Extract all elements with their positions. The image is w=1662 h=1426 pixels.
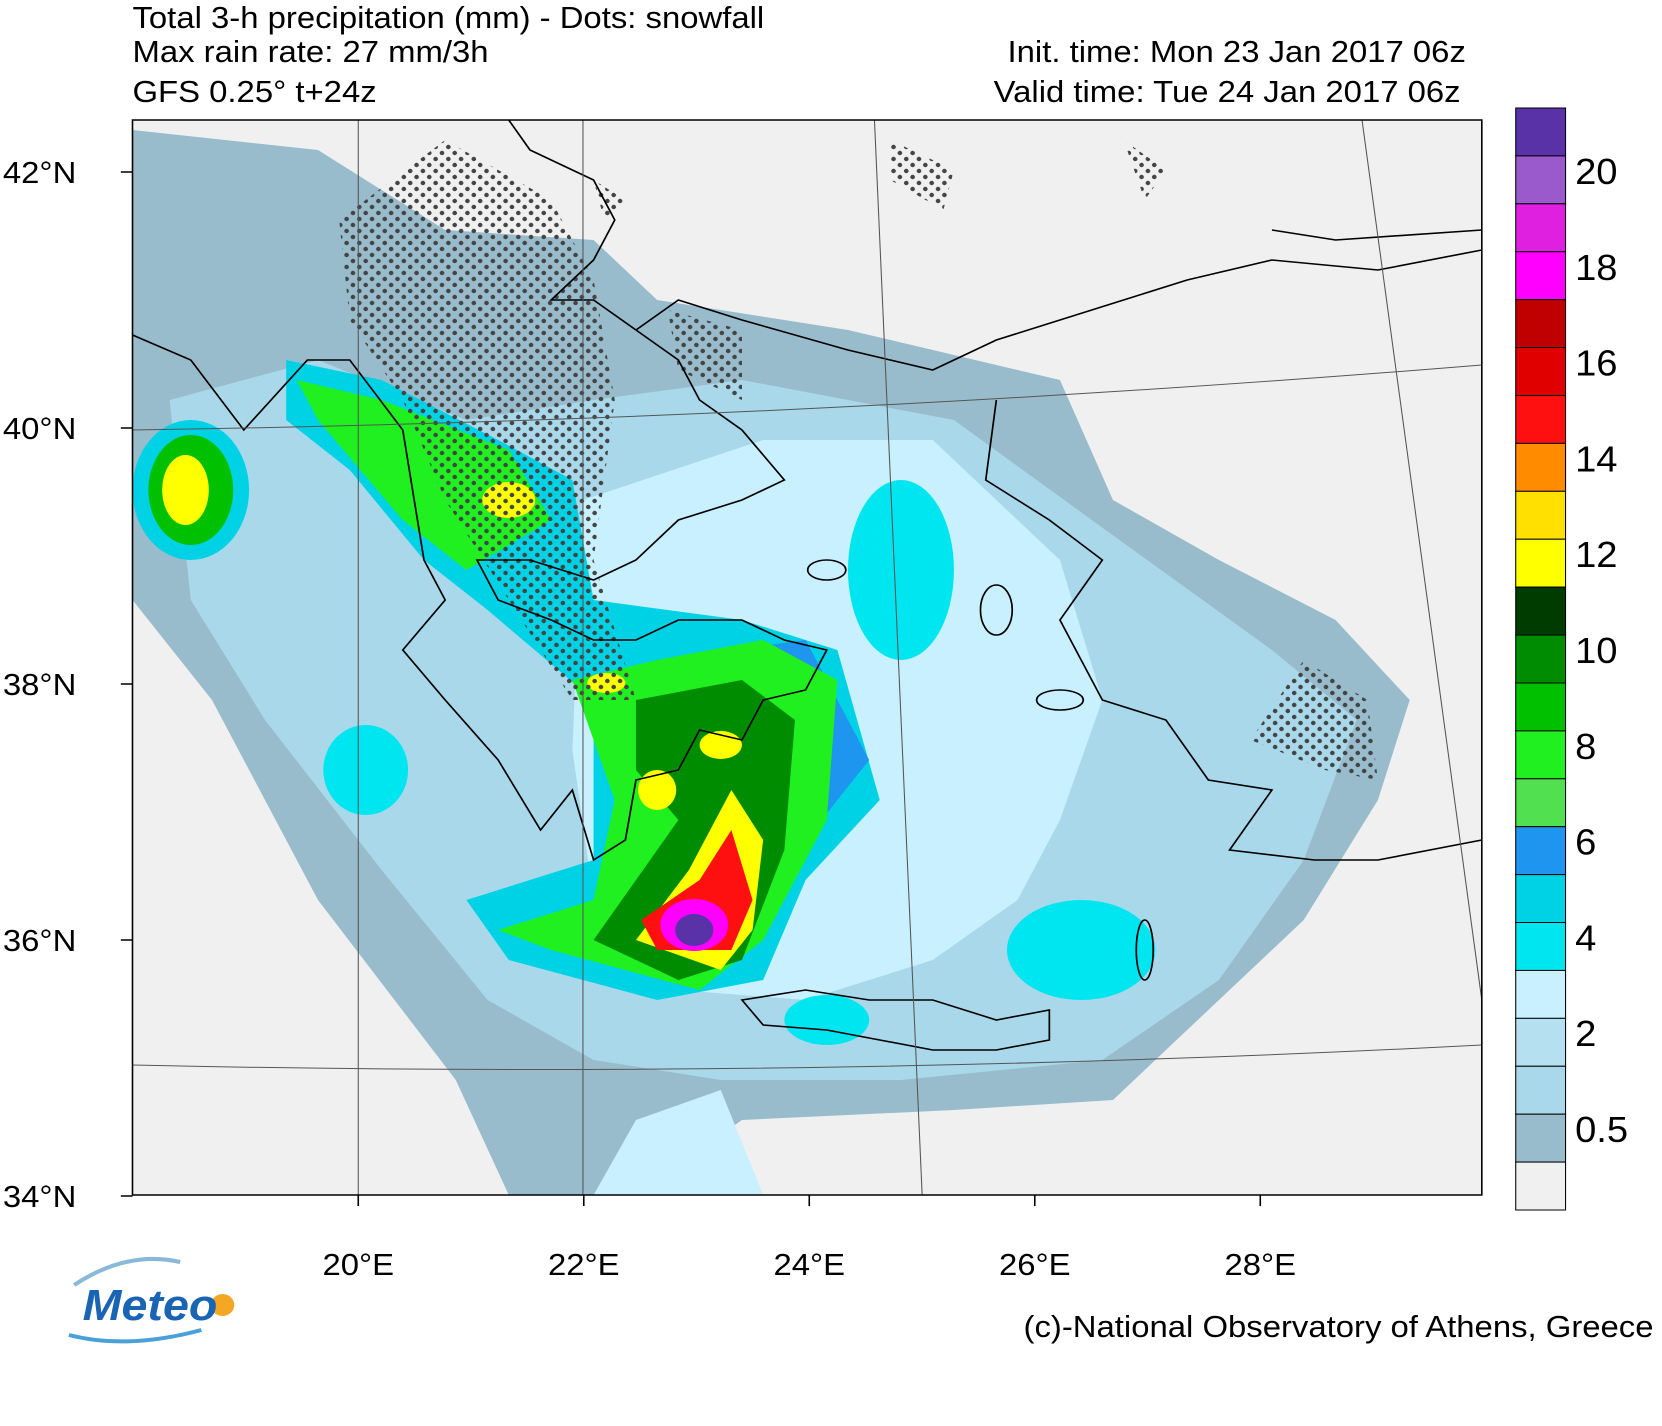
colorbar-box (1515, 251, 1567, 301)
colorbar-box (1515, 155, 1567, 205)
colorbar-box (1515, 778, 1567, 828)
colorbar-box (1515, 682, 1567, 732)
lon-label: 20°E (322, 1247, 394, 1282)
colorbar-box (1515, 490, 1567, 540)
colorbar-box (1515, 634, 1567, 684)
lat-label: 40°N (3, 411, 76, 446)
colorbar-box (1515, 1161, 1567, 1211)
colorbar-box (1515, 874, 1567, 924)
lon-label: 28°E (1224, 1247, 1296, 1282)
colorbar-box (1515, 1065, 1567, 1115)
colorbar-label: 2 (1575, 1013, 1596, 1054)
lon-label: 26°E (999, 1247, 1071, 1282)
init-time: Init. time: Mon 23 Jan 2017 06z (1008, 34, 1466, 69)
colorbar-label: 4 (1575, 917, 1596, 958)
colorbar-box (1515, 730, 1567, 780)
colorbar-label: 20 (1575, 151, 1617, 192)
valid-time: Valid time: Tue 24 Jan 2017 06z (994, 74, 1461, 109)
colorbar-label: 12 (1575, 534, 1617, 575)
lon-label: 24°E (773, 1247, 845, 1282)
lat-label: 36°N (3, 923, 76, 958)
colorbar-box (1515, 442, 1567, 492)
title: Total 3-h precipitation (mm) - Dots: sno… (132, 0, 764, 35)
colorbar: 20 18 16 14 12 10 8 6 4 2 0.5 (1515, 107, 1628, 1211)
colorbar-box (1515, 969, 1567, 1019)
lon-label: 22°E (548, 1247, 620, 1282)
copyright: (c)-National Observatory of Athens, Gree… (1024, 1309, 1654, 1344)
colorbar-box (1515, 922, 1567, 971)
colorbar-label: 8 (1575, 726, 1596, 767)
colorbar-box (1515, 1017, 1567, 1067)
colorbar-label: 14 (1575, 438, 1617, 479)
colorbar-box (1515, 299, 1567, 349)
logo-text: Meteo (83, 1280, 218, 1329)
map-frame (131, 119, 1483, 1196)
logo: Meteo (68, 1256, 235, 1344)
colorbar-label: 16 (1575, 343, 1617, 384)
colorbar-label: 18 (1575, 247, 1617, 288)
lat-label: 34°N (3, 1179, 76, 1214)
map (132, 120, 1482, 1195)
colorbar-box (1515, 347, 1567, 396)
colorbar-box (1515, 394, 1567, 444)
colorbar-box (1515, 107, 1567, 157)
colorbar-box (1515, 586, 1567, 636)
colorbar-box (1515, 826, 1567, 876)
lat-label: 42°N (3, 155, 76, 190)
max-rate: Max rain rate: 27 mm/3h (132, 34, 488, 69)
axes: 42°N 40°N 38°N 36°N 34°N 20°E 22°E 24°E 26°E 28°E (3, 155, 1296, 1282)
model: GFS 0.25° t+24z (132, 74, 376, 109)
colorbar-label: 10 (1575, 630, 1617, 671)
colorbar-label: 6 (1575, 822, 1596, 863)
colorbar-box (1515, 203, 1567, 253)
lat-label: 38°N (3, 667, 76, 702)
colorbar-label: 0.5 (1575, 1109, 1628, 1150)
colorbar-box (1515, 1113, 1567, 1163)
colorbar-box (1515, 538, 1567, 588)
